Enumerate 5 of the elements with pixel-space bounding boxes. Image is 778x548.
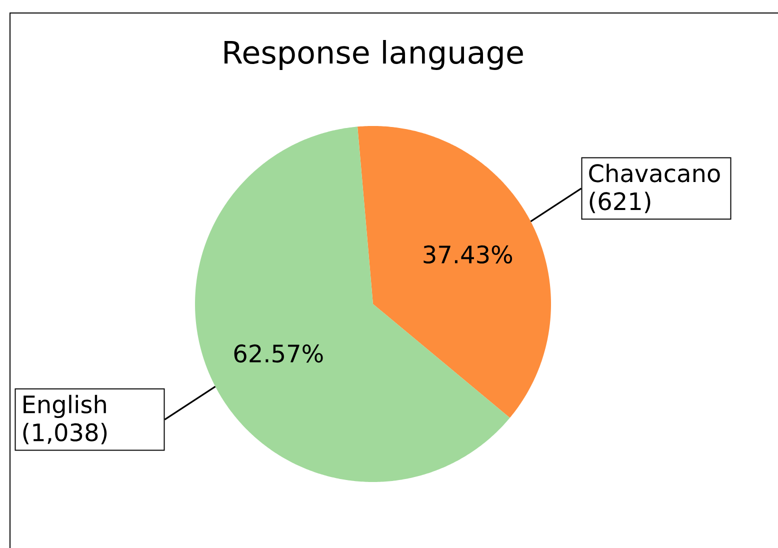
slice-label: English (1,038) (23, 394, 107, 444)
data-label: 62.57% (234, 344, 323, 363)
chart-title: Response language (224, 40, 523, 70)
data-label: 37.43% (424, 245, 512, 264)
slice-label: Chavacano (621) (589, 164, 720, 214)
